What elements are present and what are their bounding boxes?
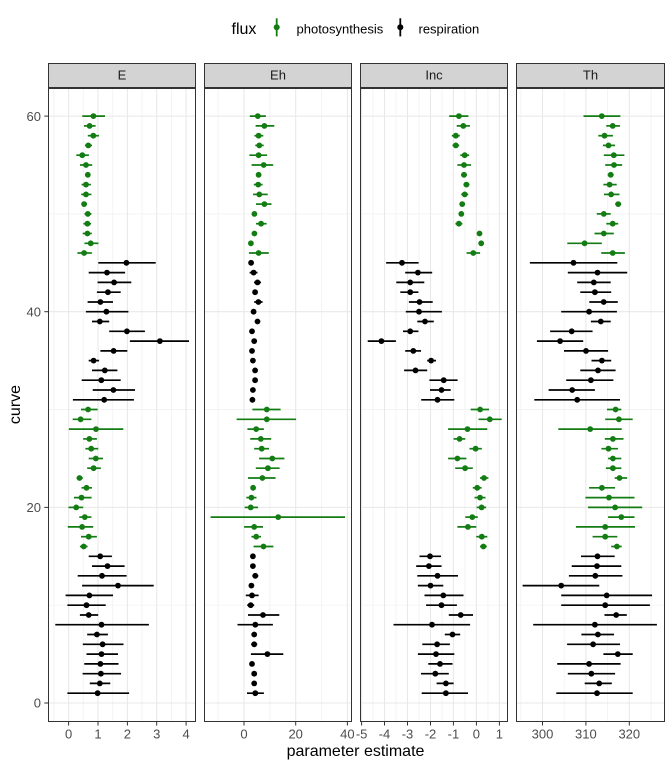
svg-text:1: 1 <box>496 727 503 742</box>
svg-text:4: 4 <box>182 727 189 742</box>
svg-text:320: 320 <box>618 727 640 742</box>
svg-text:40: 40 <box>27 304 41 319</box>
svg-text:-3: -3 <box>402 727 414 742</box>
svg-text:40: 40 <box>340 727 354 742</box>
svg-text:-1: -1 <box>448 727 460 742</box>
svg-text:respiration: respiration <box>419 22 480 37</box>
svg-text:0: 0 <box>473 727 480 742</box>
svg-text:Th: Th <box>583 68 598 83</box>
svg-text:310: 310 <box>575 727 597 742</box>
svg-text:0: 0 <box>65 727 72 742</box>
svg-text:2: 2 <box>124 727 131 742</box>
svg-text:20: 20 <box>288 727 302 742</box>
svg-text:-2: -2 <box>425 727 437 742</box>
svg-text:Inc: Inc <box>425 68 443 83</box>
svg-text:1: 1 <box>94 727 101 742</box>
svg-text:E: E <box>118 68 127 83</box>
svg-text:photosynthesis: photosynthesis <box>297 22 384 37</box>
svg-text:curve: curve <box>7 385 24 424</box>
svg-text:parameter estimate: parameter estimate <box>287 743 425 760</box>
svg-text:flux: flux <box>232 21 257 38</box>
svg-text:300: 300 <box>532 727 554 742</box>
svg-text:20: 20 <box>27 500 41 515</box>
svg-text:60: 60 <box>27 109 41 124</box>
svg-text:-5: -5 <box>356 727 368 742</box>
svg-text:Eh: Eh <box>270 68 286 83</box>
svg-text:-4: -4 <box>379 727 391 742</box>
svg-text:3: 3 <box>153 727 160 742</box>
svg-text:0: 0 <box>240 727 247 742</box>
svg-text:0: 0 <box>34 696 41 711</box>
